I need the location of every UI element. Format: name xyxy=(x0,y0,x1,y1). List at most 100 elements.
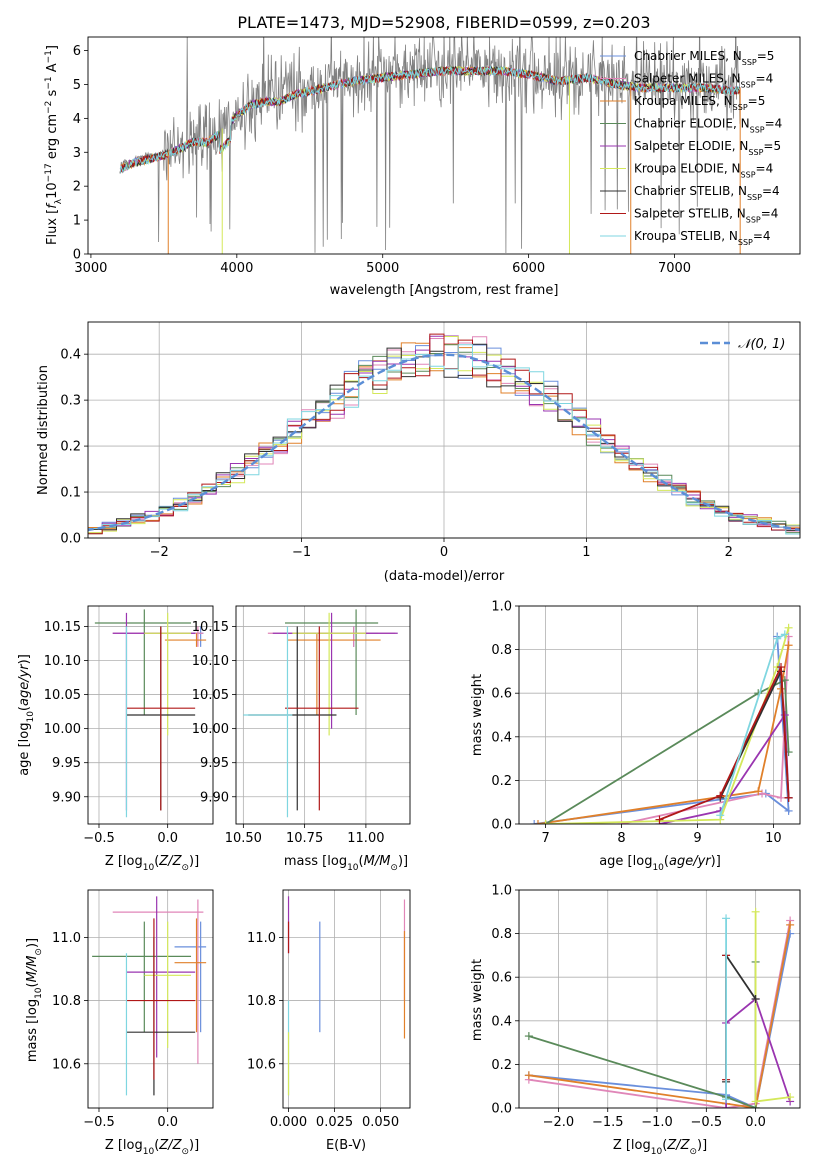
y-tick-label: 0 xyxy=(73,248,81,263)
plot-area-spectrum xyxy=(119,37,741,254)
y-tick-label: 10.8 xyxy=(52,994,81,1009)
axes-spectrum: 3000 4000 5000 6000 7000 0 1 2 3 4 5 6 Chabrier MILE… xyxy=(44,36,801,298)
y-tick-label: 0.3 xyxy=(60,394,81,409)
y-tick-label: 6 xyxy=(73,44,81,59)
y-tick-label: 10.10 xyxy=(192,654,229,669)
y-tick-label: 4 xyxy=(73,112,81,127)
legend-label: Chabrier ELODIE, NSSP=4 xyxy=(634,117,782,135)
x-tick-label: 0.0 xyxy=(157,1115,178,1130)
x-tick-label: 3000 xyxy=(74,261,107,276)
plot-area-age_vs_Z xyxy=(94,609,207,818)
x-axis-label: age [log10(age/yr)] xyxy=(599,854,721,873)
axes-age_vs_Z: −0.5 0.0 9.90 9.95 10.00 10.05 10.10 10.15 Z [lo… xyxy=(17,605,214,873)
x-axis-label: (data-model)/error xyxy=(384,569,505,584)
x-tick-label: 10.50 xyxy=(225,831,262,846)
plot-area-mass_vs_Z xyxy=(92,896,207,1096)
y-tick-label: 0.2 xyxy=(491,774,512,789)
weight-series-line xyxy=(545,627,790,824)
y-tick-label: 10.15 xyxy=(44,620,81,635)
residual-histogram xyxy=(88,344,800,537)
y-axis-label: Flux [fλ10−17 erg cm−2 s−1 A−1] xyxy=(44,45,64,245)
x-tick-label: 0.050 xyxy=(362,1115,399,1130)
axes-frame xyxy=(282,889,411,1109)
y-tick-label: 9.90 xyxy=(200,790,229,805)
axes-weight_vs_Z: −2.0 −1.5 −1.0 −0.5 0.0 0.0 0.2 0.4 0.6 0.8 1.0 Z [… xyxy=(470,884,801,1157)
model-spectrum-line xyxy=(119,65,741,174)
y-tick-label: 0.0 xyxy=(60,532,81,547)
y-tick-label: 1.0 xyxy=(491,600,512,615)
y-tick-label: 10.6 xyxy=(247,1057,276,1072)
y-tick-label: 0.4 xyxy=(491,1014,512,1029)
y-tick-label: 10.00 xyxy=(192,722,229,737)
x-tick-label: 0.0 xyxy=(745,1115,766,1130)
x-tick-label: 7000 xyxy=(658,261,691,276)
x-axis-label: mass [log10(M/M⊙)] xyxy=(284,854,408,873)
y-tick-label: 0.2 xyxy=(60,440,81,455)
y-tick-label: 1.0 xyxy=(491,884,512,899)
y-axis-label: mass weight xyxy=(470,959,485,1041)
x-tick-label: 0.000 xyxy=(270,1115,307,1130)
x-tick-label: 5000 xyxy=(366,261,399,276)
data-spectrum-line xyxy=(119,37,741,254)
legend-label: Salpeter MILES, NSSP=4 xyxy=(634,72,773,90)
y-axis-label: mass weight xyxy=(470,674,485,756)
plot-area-weight_vs_Z xyxy=(524,907,795,1108)
x-tick-label: −0.5 xyxy=(83,831,115,846)
legend-label: Kroupa STELIB, NSSP=4 xyxy=(634,229,771,247)
y-tick-label: 10.15 xyxy=(192,620,229,635)
axes-frame xyxy=(518,889,801,1109)
y-tick-label: 0.1 xyxy=(60,486,81,501)
x-tick-label: 10.75 xyxy=(286,831,323,846)
y-tick-label: 0.8 xyxy=(491,643,512,658)
axes-weight_vs_age: 7 8 9 10 0.0 0.2 0.4 0.6 0.8 1.0 age [log10(age/yr… xyxy=(470,600,801,873)
legend-label: Salpeter STELIB, NSSP=4 xyxy=(634,207,778,225)
legend-label: 𝒩(0, 1) xyxy=(738,337,785,352)
x-axis-label: E(B-V) xyxy=(326,1138,366,1153)
x-tick-label: 9 xyxy=(693,831,701,846)
y-tick-label: 0.0 xyxy=(491,1102,512,1117)
x-axis-label: Z [log10(Z/Z⊙)] xyxy=(613,1138,707,1157)
y-tick-label: 10.8 xyxy=(247,994,276,1009)
legend-label: Kroupa MILES, NSSP=5 xyxy=(634,94,765,112)
x-tick-label: −0.5 xyxy=(83,1115,115,1130)
axes-frame xyxy=(518,605,801,825)
plot-area-weight_vs_age xyxy=(530,623,793,824)
x-tick-label: 2 xyxy=(725,545,733,560)
y-tick-label: 0.0 xyxy=(491,818,512,833)
y-tick-label: 10.05 xyxy=(192,688,229,703)
x-tick-label: 11.00 xyxy=(347,831,384,846)
axes-mass_vs_Z: −0.5 0.0 10.6 10.8 11.0 Z [log10(Z/Z⊙)] mass [… xyxy=(25,889,214,1157)
axes-mass_vs_ebv: 0.000 0.025 0.050 10.6 10.8 11.0 E(B-V) xyxy=(247,889,411,1153)
legend-label: Salpeter ELODIE, NSSP=5 xyxy=(634,139,781,157)
legend-label: Chabrier STELIB, NSSP=4 xyxy=(634,184,780,202)
x-tick-label: 4000 xyxy=(220,261,253,276)
legend-label: Chabrier MILES, NSSP=5 xyxy=(634,49,774,67)
plot-area-residuals xyxy=(88,333,800,537)
y-tick-label: 9.95 xyxy=(200,756,229,771)
y-tick-label: 0.8 xyxy=(491,927,512,942)
legend-label: Kroupa ELODIE, NSSP=4 xyxy=(634,162,773,180)
y-tick-label: 3 xyxy=(73,146,81,161)
x-tick-label: 6000 xyxy=(512,261,545,276)
axes-frame xyxy=(87,36,801,255)
y-tick-label: 5 xyxy=(73,78,81,93)
y-tick-label: 10.00 xyxy=(44,722,81,737)
y-tick-label: 11.0 xyxy=(52,931,81,946)
y-tick-label: 9.90 xyxy=(52,790,81,805)
x-tick-label: 8 xyxy=(617,831,625,846)
x-tick-label: 10 xyxy=(765,831,782,846)
y-tick-label: 0.4 xyxy=(60,348,81,363)
axes-frame xyxy=(87,605,214,825)
x-tick-label: 7 xyxy=(541,831,549,846)
y-axis-label: Normed distribution xyxy=(36,365,51,495)
x-tick-label: −2 xyxy=(150,545,169,560)
plot-area-mass_vs_ebv xyxy=(287,896,406,1096)
axes-frame xyxy=(87,321,801,539)
y-tick-label: 0.6 xyxy=(491,687,512,702)
y-tick-label: 0.2 xyxy=(491,1058,512,1073)
y-tick-label: 11.0 xyxy=(247,931,276,946)
figure-title: PLATE=1473, MJD=52908, FIBERID=0599, z=0… xyxy=(237,13,650,32)
weight-series-line xyxy=(534,636,790,824)
y-axis-label: age [log10(age/yr)] xyxy=(17,654,36,776)
y-tick-label: 0.6 xyxy=(491,971,512,986)
